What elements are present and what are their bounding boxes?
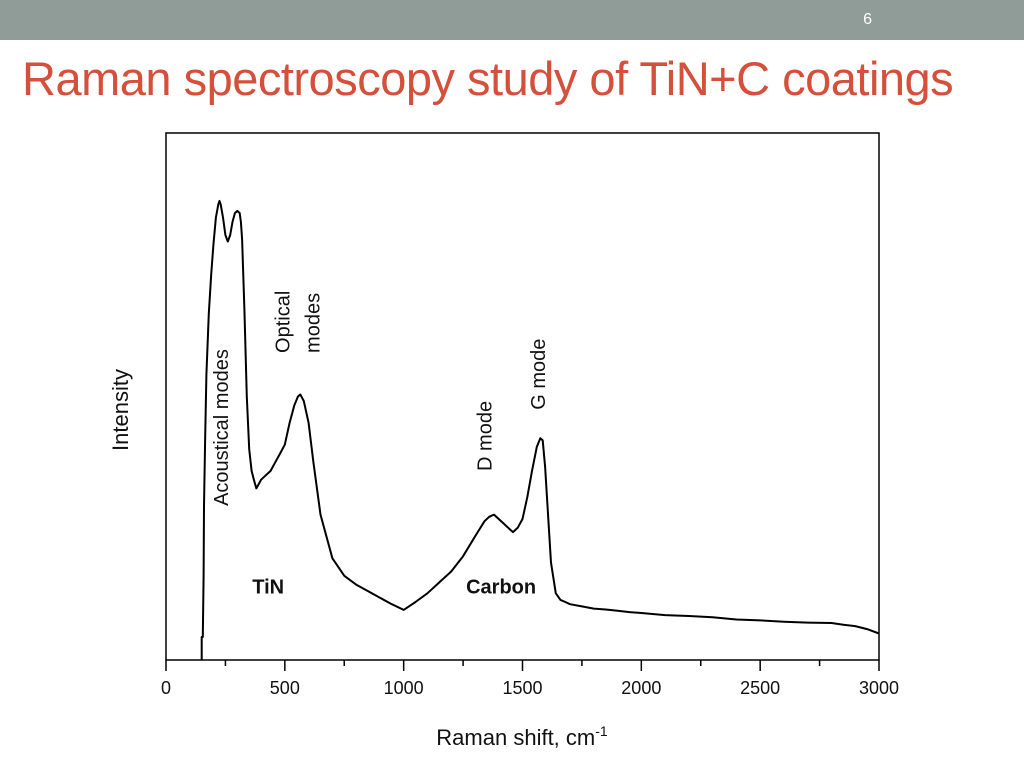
- x-axis-tick-labels: 0 500 1000 1500 2000 2500 3000: [161, 678, 899, 698]
- x-tick-label: 2500: [740, 678, 780, 698]
- slide-title: Raman spectroscopy study of TiN+C coatin…: [22, 52, 954, 105]
- x-axis-label-text: Raman shift, cm: [436, 725, 595, 750]
- peak-annotations: Acoustical modes Optical modes D mode G mode…: [211, 291, 550, 599]
- top-bar: [0, 0, 1024, 40]
- x-tick-label: 2000: [621, 678, 661, 698]
- x-tick-label: 0: [161, 678, 171, 698]
- spectrum-line: [200, 199, 880, 660]
- annotation-label: G mode: [528, 339, 550, 410]
- x-tick-label: 1500: [502, 678, 542, 698]
- x-axis-ticks: [165, 660, 880, 671]
- annotation-label: Acoustical modes: [211, 349, 233, 506]
- y-axis-label: Intensity: [108, 369, 133, 451]
- annotation-label: modes: [302, 293, 324, 353]
- x-axis-label: Raman shift, cm-1: [436, 723, 608, 750]
- annotation-label: Optical: [273, 291, 295, 353]
- annotation-label: TiN: [252, 576, 284, 598]
- slide-number: 6: [863, 11, 872, 28]
- x-tick-label: 3000: [859, 678, 899, 698]
- annotation-label: D mode: [475, 401, 497, 471]
- x-tick-label: 500: [270, 678, 300, 698]
- annotation-label: Carbon: [466, 576, 536, 598]
- x-axis-label-superscript: -1: [595, 723, 608, 739]
- x-tick-label: 1000: [384, 678, 424, 698]
